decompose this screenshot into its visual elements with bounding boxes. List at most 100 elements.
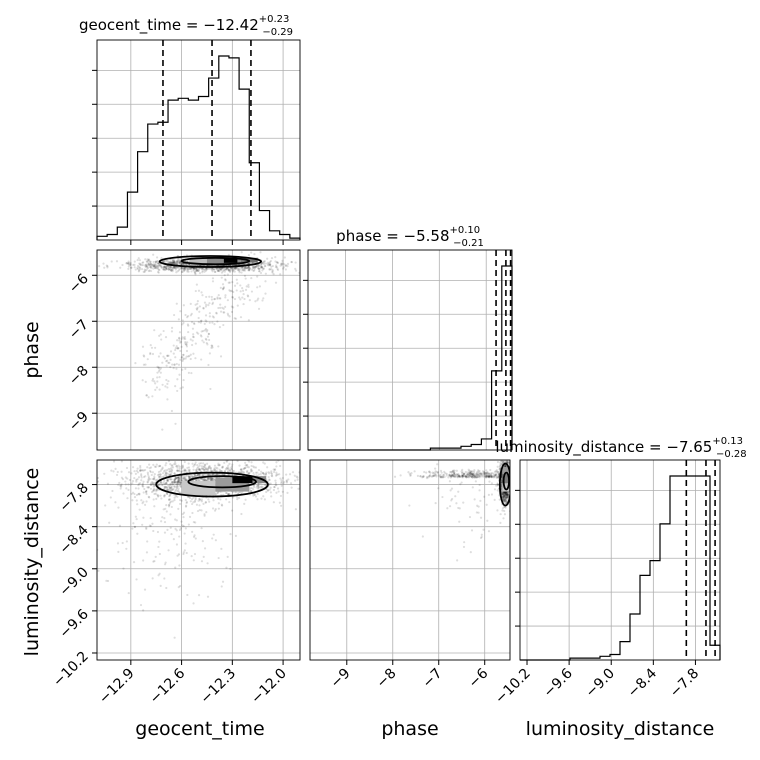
sample-point (244, 267, 247, 270)
panel-11 (303, 250, 513, 451)
sample-point (196, 306, 199, 309)
sample-point (150, 483, 153, 486)
sample-point (158, 552, 161, 556)
sample-point (506, 461, 509, 464)
sample-point (194, 469, 198, 472)
sample-point (175, 345, 178, 348)
sample-point (226, 273, 229, 276)
sample-point (504, 496, 507, 499)
sample-point (213, 270, 217, 273)
sample-point (97, 476, 100, 480)
sample-point (164, 464, 167, 467)
sample-point (194, 267, 198, 270)
sample-point (185, 501, 188, 505)
sample-point (257, 267, 260, 270)
sample-point (159, 464, 162, 468)
sample-point (260, 264, 263, 267)
sample-point (243, 269, 247, 272)
sample-point (174, 356, 177, 359)
sample-point (148, 263, 151, 267)
sample-point (136, 471, 140, 474)
tick-label-y: −9.0 (56, 564, 91, 599)
sample-point (504, 496, 507, 500)
sample-point (167, 505, 171, 508)
sample-point (270, 495, 273, 498)
sample-point (477, 470, 480, 473)
sample-point (149, 262, 152, 265)
sample-point (248, 262, 251, 265)
sample-point (473, 474, 477, 477)
sample-point (238, 464, 241, 467)
sample-point (135, 499, 138, 502)
sample-point (192, 468, 195, 471)
sample-point (158, 368, 161, 371)
sample-point (484, 471, 488, 475)
sample-point (456, 475, 459, 478)
sample-point (481, 474, 485, 477)
sample-point (190, 312, 193, 315)
sample-point (217, 269, 220, 272)
sample-point (125, 261, 129, 265)
sample-point (448, 474, 451, 477)
sample-point (198, 497, 201, 501)
sample-point (116, 542, 120, 545)
sample-point (159, 352, 162, 355)
sample-point (168, 488, 172, 491)
tick-label-x: −9 (328, 666, 354, 692)
sample-point (235, 266, 238, 269)
sample-point (164, 265, 167, 269)
sample-point (515, 473, 517, 475)
sample-point (441, 475, 444, 478)
sample-point (159, 371, 162, 374)
sample-point (152, 265, 155, 268)
sample-point (172, 487, 175, 491)
sample-point (272, 468, 275, 471)
sample-point (224, 294, 227, 297)
tick-label-x: −12.3 (198, 666, 240, 708)
sample-point (453, 472, 456, 476)
sample-point (192, 267, 195, 270)
sample-point (182, 477, 186, 480)
sample-point (246, 294, 249, 297)
sample-point (148, 496, 151, 499)
contour-line (180, 256, 251, 266)
sample-point (271, 270, 274, 273)
sample-point (495, 472, 498, 475)
sample-point (481, 472, 484, 475)
density-cell (502, 474, 510, 484)
sample-point (495, 476, 498, 479)
sample-point (165, 482, 168, 485)
sample-point (271, 474, 274, 478)
sample-point (223, 311, 226, 314)
sample-point (256, 299, 259, 302)
sample-point (141, 483, 144, 486)
sample-point (106, 482, 110, 485)
sample-point (247, 319, 250, 322)
sample-point (92, 260, 94, 262)
sample-point (489, 472, 493, 475)
sample-point (501, 497, 505, 500)
sample-point (503, 498, 506, 501)
sample-point (184, 477, 187, 481)
sample-point (473, 498, 476, 501)
sample-point (300, 490, 302, 492)
sample-point (211, 277, 215, 280)
sample-point (253, 253, 256, 256)
sample-point (210, 346, 213, 349)
sample-point (141, 523, 144, 526)
sample-point (487, 475, 490, 478)
sample-point (157, 545, 160, 549)
sample-point (461, 474, 464, 478)
sample-point (224, 279, 227, 282)
title-phase: phase = −5.58+0.10 −0.21 (336, 225, 484, 249)
sample-point (209, 469, 213, 472)
sample-point (141, 482, 145, 485)
panel-border (96, 39, 301, 241)
sample-point (186, 266, 189, 270)
sample-point (219, 498, 222, 501)
sample-point (502, 492, 505, 495)
sample-point (118, 524, 122, 527)
sample-point (505, 460, 508, 463)
sample-point (153, 265, 156, 268)
sample-point (209, 476, 212, 480)
